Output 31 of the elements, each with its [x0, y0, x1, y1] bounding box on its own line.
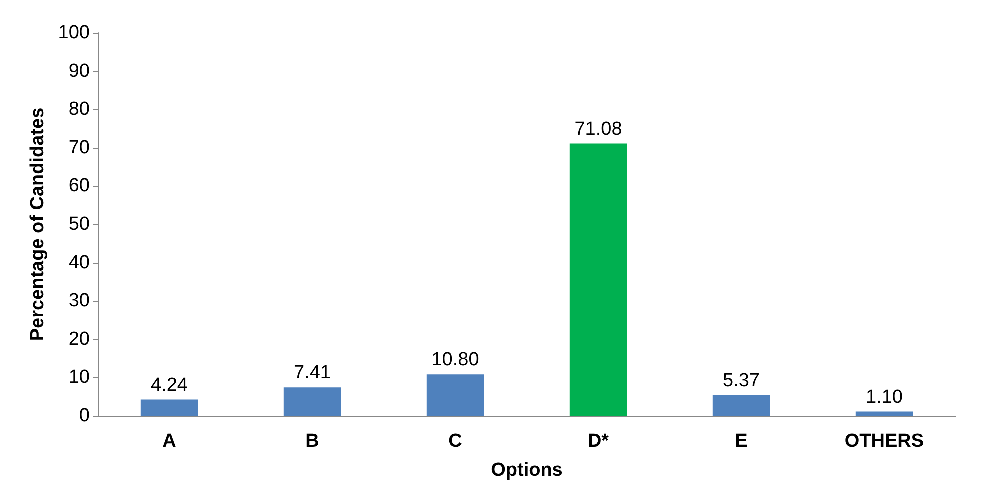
bar — [284, 388, 342, 416]
bar — [712, 395, 770, 416]
bar — [426, 374, 484, 416]
y-tick-label: 30 — [68, 290, 90, 312]
y-tick-label: 90 — [68, 60, 90, 82]
x-tick-label: B — [306, 431, 320, 452]
y-tick-label: 10 — [68, 367, 90, 388]
y-tick-label: 70 — [68, 137, 90, 158]
x-axis-title: Options — [491, 460, 563, 481]
y-tick-label: 100 — [58, 22, 90, 44]
data-label: 1.10 — [866, 386, 903, 408]
data-label: 4.24 — [151, 374, 188, 396]
x-tick-label: C — [448, 431, 463, 452]
x-tick-label: A — [162, 431, 177, 452]
data-label: 5.37 — [723, 370, 760, 392]
y-tick-label: 20 — [68, 328, 90, 350]
y-tick-label: 50 — [68, 214, 90, 235]
x-tick-label: OTHERS — [844, 431, 924, 452]
y-tick-label: 60 — [68, 176, 90, 197]
x-tick-label: D* — [588, 431, 610, 452]
data-label: 71.08 — [574, 118, 622, 140]
bar — [140, 400, 198, 416]
data-label: 10.80 — [432, 350, 480, 371]
y-tick-label: 40 — [68, 252, 90, 274]
bar — [570, 144, 628, 416]
y-axis-title: Percentage of Candidates — [27, 108, 48, 342]
data-label: 7.41 — [294, 362, 331, 384]
y-tick-label: 0 — [79, 406, 90, 426]
bar — [856, 412, 914, 416]
x-tick-label: E — [735, 431, 748, 452]
y-tick-label: 80 — [68, 99, 90, 120]
